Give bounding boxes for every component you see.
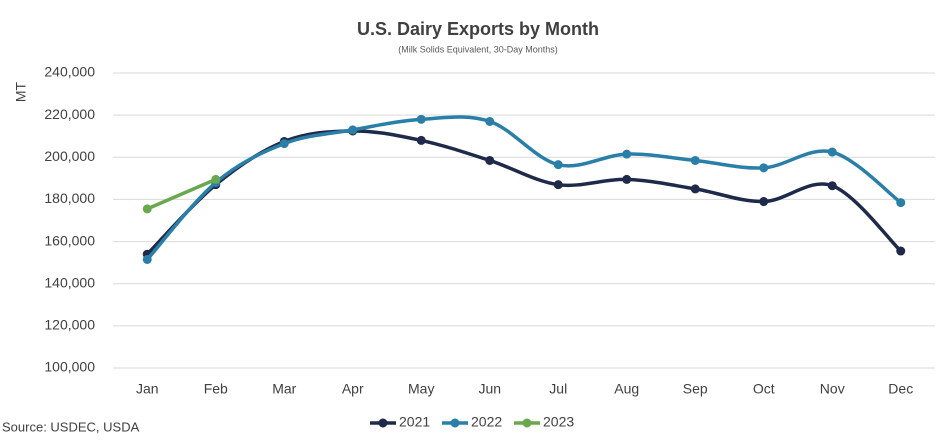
data-point	[279, 139, 289, 149]
y-tick-label: 100,000	[44, 359, 95, 375]
chart-title: U.S. Dairy Exports by Month	[357, 19, 599, 39]
legend-label: 2022	[471, 414, 502, 430]
data-point	[896, 246, 906, 256]
data-point	[142, 204, 152, 214]
source-note: Source: USDEC, USDA	[2, 419, 140, 434]
data-point	[416, 135, 426, 145]
data-point	[827, 147, 837, 157]
data-point	[485, 116, 495, 126]
legend-marker	[522, 418, 532, 428]
data-point	[142, 254, 152, 264]
x-tick-label: Oct	[753, 381, 775, 397]
data-point	[416, 114, 426, 124]
x-tick-label: Apr	[342, 381, 364, 397]
x-tick-label: Mar	[272, 381, 296, 397]
y-tick-label: 140,000	[44, 274, 95, 290]
x-tick-label: Jul	[549, 381, 567, 397]
y-tick-label: 180,000	[44, 190, 95, 206]
series-line	[146, 177, 217, 211]
data-point	[485, 155, 495, 165]
y-tick-label: 200,000	[44, 148, 95, 164]
x-tick-label: Nov	[820, 381, 845, 397]
data-point	[759, 197, 769, 207]
series-line	[145, 115, 902, 261]
x-tick-label: Jan	[136, 381, 159, 397]
x-tick-label: Sep	[683, 381, 708, 397]
data-point	[896, 198, 906, 208]
data-point	[827, 181, 837, 191]
y-tick-label: 220,000	[44, 106, 95, 122]
x-tick-label: May	[408, 381, 434, 397]
data-point	[622, 149, 632, 159]
y-tick-label: 160,000	[44, 232, 95, 248]
legend-marker	[378, 418, 388, 428]
chart-subtitle: (Milk Solids Equivalent, 30-Day Months)	[398, 44, 558, 54]
data-point	[759, 163, 769, 173]
y-axis-label: MT	[13, 81, 29, 102]
x-tick-label: Jun	[478, 381, 501, 397]
series-line	[146, 129, 902, 256]
data-point	[553, 180, 563, 190]
x-tick-label: Aug	[614, 381, 639, 397]
legend-label: 2023	[543, 414, 574, 430]
y-tick-label: 240,000	[44, 64, 95, 80]
data-point	[553, 160, 563, 170]
x-tick-label: Dec	[888, 381, 913, 397]
y-tick-label: 120,000	[44, 317, 95, 333]
x-tick-label: Feb	[204, 381, 228, 397]
legend-marker	[450, 418, 460, 428]
data-point	[211, 174, 221, 184]
data-point	[622, 174, 632, 184]
data-point	[690, 184, 700, 194]
legend-label: 2021	[399, 414, 430, 430]
data-point	[348, 125, 358, 135]
data-point	[690, 155, 700, 165]
